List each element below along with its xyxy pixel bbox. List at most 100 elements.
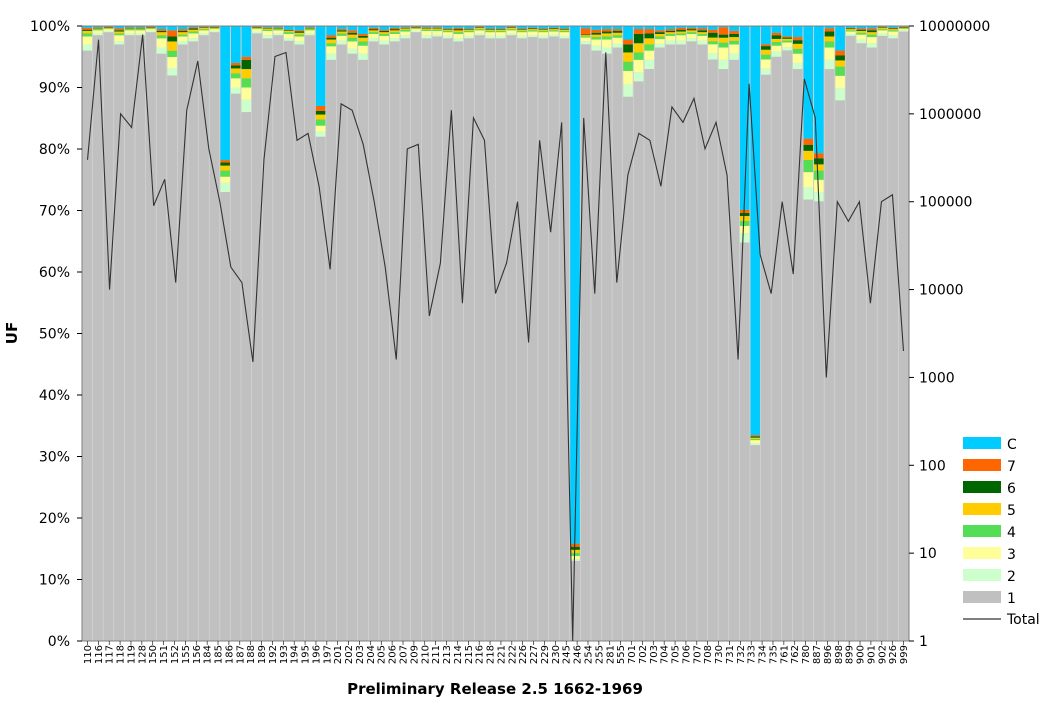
- x-tick-label: 926: [888, 645, 899, 664]
- bar-704-series-3: [655, 38, 665, 44]
- bar-197-series-2: [315, 131, 326, 137]
- y-tick-label: 70%: [39, 204, 70, 220]
- bar-730-series-7: [708, 29, 718, 33]
- bar-997-series-C: [888, 26, 898, 28]
- bar-705-series-C: [665, 26, 676, 30]
- bar-152-series-3: [167, 56, 177, 69]
- bar-194-series-3: [283, 33, 294, 39]
- x-tick-label: 732: [736, 645, 747, 664]
- bar-118-series-3: [114, 35, 124, 42]
- bar-189-series-6: [252, 27, 262, 28]
- bar-762-series-1: [782, 50, 792, 642]
- bar-704-series-4: [655, 36, 665, 39]
- bar-222-series-6: [496, 29, 506, 30]
- bar-730-series-3: [708, 44, 718, 54]
- x-tick-label: 214: [453, 645, 464, 664]
- bar-216-series-1: [464, 38, 474, 642]
- bar-254-series-6: [580, 34, 591, 36]
- bar-707-series-6: [686, 29, 697, 31]
- bar-203-series-7: [347, 30, 358, 33]
- bar-708-series-5: [697, 32, 708, 34]
- bar-211-series-6: [421, 27, 432, 29]
- x-tick-label: 151: [159, 645, 170, 664]
- bar-701-series-7: [623, 39, 633, 45]
- x-tick-label: 730: [714, 645, 725, 664]
- x-tick-label: 704: [660, 645, 671, 664]
- bar-734-series-7: [750, 435, 761, 437]
- bar-214-series-3: [442, 32, 453, 36]
- bar-194-series-1: [283, 40, 294, 641]
- bar-156-series-7: [188, 27, 199, 29]
- bar-733-series-5: [739, 216, 750, 221]
- bar-245-series-7: [559, 28, 570, 30]
- bar-211-series-4: [421, 29, 432, 31]
- bar-205-series-C: [368, 26, 379, 28]
- bar-902-series-7: [867, 28, 877, 31]
- bar-702-series-5: [633, 43, 644, 53]
- bar-902-series-5: [867, 32, 877, 35]
- bar-926-series-3: [877, 30, 888, 34]
- bar-216-series-2: [464, 35, 474, 39]
- bar-708-series-2: [697, 40, 708, 45]
- bar-201-series-C: [326, 26, 336, 36]
- bar-201-series-5: [326, 39, 336, 44]
- bar-701-series-3: [623, 70, 633, 85]
- bar-887-series-1: [803, 199, 814, 642]
- bar-218-series-1: [474, 35, 485, 642]
- x-tick-label: 245: [562, 645, 573, 664]
- x-tick-label: 762: [790, 645, 801, 664]
- bar-185-series-4: [209, 28, 220, 30]
- bar-216-series-3: [464, 32, 474, 36]
- bar-780-series-C: [792, 26, 803, 38]
- bar-185-series-6: [209, 27, 220, 28]
- bar-209-series-2: [400, 35, 411, 39]
- bar-281-series-C: [602, 26, 612, 30]
- bar-231-series-2: [549, 34, 559, 37]
- bar-555-series-5: [612, 32, 623, 36]
- bar-203-series-3: [347, 41, 358, 49]
- bar-187-series-1: [230, 93, 241, 641]
- y-tick-label: 80%: [39, 142, 70, 158]
- x-tick-label: 707: [692, 645, 703, 664]
- bar-151-series-C: [156, 26, 167, 30]
- bar-227-series-2: [517, 35, 527, 39]
- bar-245-series-1: [559, 38, 570, 642]
- bar-156-series-1: [188, 41, 199, 642]
- bar-205-series-7: [368, 27, 379, 30]
- bar-706-series-4: [676, 33, 686, 36]
- y-tick-label: 100%: [30, 19, 70, 35]
- bar-209-series-1: [400, 38, 411, 642]
- bar-116-series-3: [93, 30, 103, 34]
- bar-201-series-3: [326, 46, 336, 54]
- bar-701-series-1: [623, 96, 633, 642]
- bar-206-series-2: [379, 40, 389, 45]
- bar-902-series-2: [867, 43, 877, 48]
- bar-184-series-5: [199, 27, 209, 30]
- x-tick-label: 733: [747, 645, 758, 664]
- bar-150-series-6: [146, 27, 156, 28]
- bar-898-series-1: [824, 69, 835, 642]
- bar-734-series-5: [750, 437, 761, 439]
- bar-703-series-6: [644, 33, 655, 39]
- bar-899-series-6: [835, 55, 845, 61]
- bar-731-series-4: [718, 42, 729, 48]
- bar-735-series-6: [761, 46, 771, 50]
- bar-119-series-1: [124, 35, 135, 642]
- bar-732-series-5: [729, 37, 739, 41]
- bar-706-series-2: [676, 40, 686, 45]
- y-tick-label: 50%: [39, 327, 70, 343]
- bar-116-series-1: [93, 35, 103, 642]
- bar-254-series-5: [580, 35, 591, 37]
- total-line-path: [86, 34, 905, 642]
- bar-999-series-5: [898, 27, 909, 29]
- x-tick-label: 215: [464, 645, 475, 664]
- x-tick-label: 230: [551, 645, 562, 664]
- bar-128-series-5: [135, 28, 146, 30]
- bar-887-series-5: [803, 150, 814, 160]
- bar-110-series-7: [82, 27, 93, 30]
- bar-185-series-1: [209, 32, 220, 641]
- bar-255-series-C: [591, 26, 602, 30]
- legend-label-total: Total: [1006, 612, 1040, 628]
- bar-116-series-C: [93, 26, 103, 28]
- y-tick-label: 40%: [39, 388, 70, 404]
